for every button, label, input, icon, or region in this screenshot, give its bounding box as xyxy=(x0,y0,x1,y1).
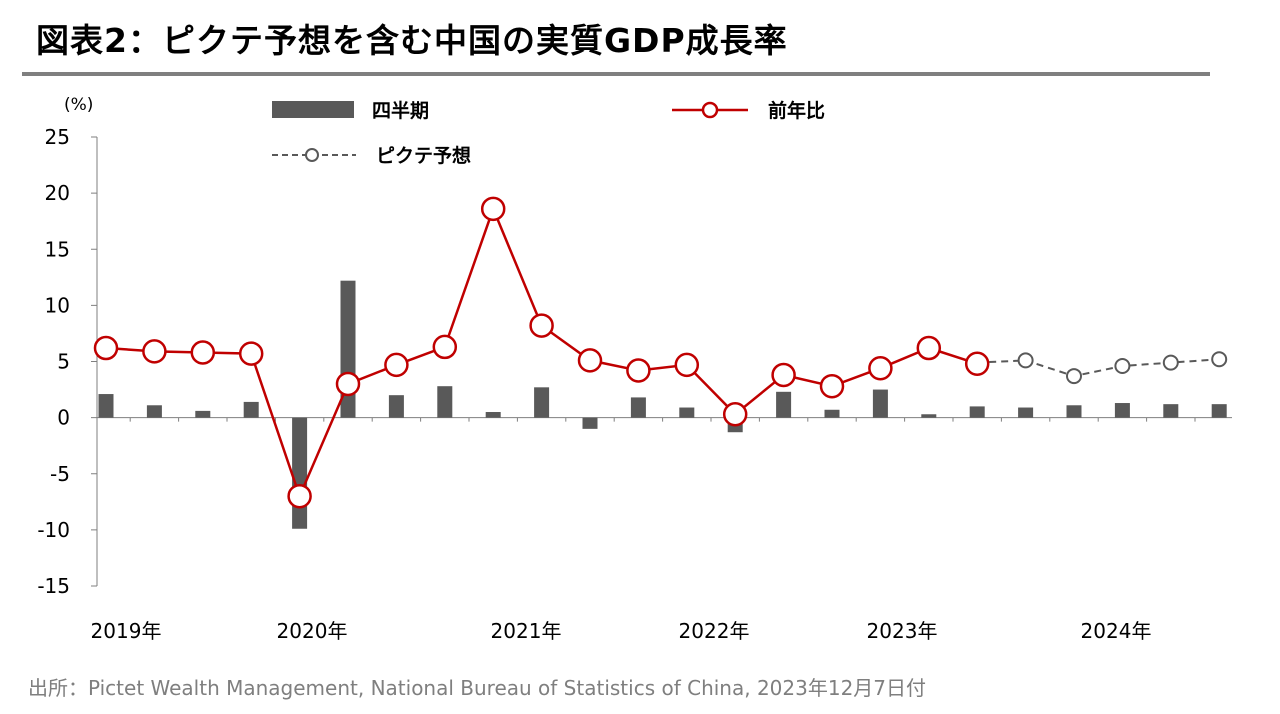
forecast-point xyxy=(1017,352,1034,369)
forecast-point xyxy=(1162,354,1179,371)
yoy-point xyxy=(432,334,458,360)
year-label: 2023年 xyxy=(867,619,938,643)
legend-bar-swatch xyxy=(272,101,354,118)
legend-forecast-marker xyxy=(305,148,319,162)
yoy-point xyxy=(722,402,748,427)
forecast-point xyxy=(1211,351,1228,368)
bar-quarterly xyxy=(292,417,308,529)
y-tick-label: -10 xyxy=(37,518,70,542)
bar-quarterly xyxy=(437,386,453,418)
bar-quarterly xyxy=(195,410,211,418)
yoy-point xyxy=(771,362,796,388)
bar-quarterly xyxy=(534,387,550,418)
bar-quarterly xyxy=(1018,407,1034,418)
y-tick-label: 10 xyxy=(45,293,70,317)
yoy-point xyxy=(674,352,700,378)
forecast-line xyxy=(977,358,1220,378)
yoy-point xyxy=(287,483,312,509)
y-unit-label: (%) xyxy=(64,95,93,115)
yoy-point xyxy=(964,351,990,376)
forecast-point xyxy=(1066,368,1082,385)
year-label: 2022年 xyxy=(679,619,750,643)
yoy-point xyxy=(819,373,845,399)
y-tick-label: 20 xyxy=(45,181,70,205)
yoy-point xyxy=(142,339,167,364)
legend-bar-label: 四半期 xyxy=(372,99,429,122)
bar-quarterly xyxy=(776,391,792,418)
bar-quarterly xyxy=(921,414,937,418)
year-label: 2024年 xyxy=(1081,619,1152,643)
bar-quarterly xyxy=(582,417,598,429)
bar-quarterly xyxy=(872,389,888,418)
forecast-point xyxy=(1114,357,1131,374)
yoy-point xyxy=(916,335,942,361)
yoy-point xyxy=(93,335,119,361)
year-label: 2019年 xyxy=(91,619,162,643)
yoy-point xyxy=(190,340,216,365)
yoy-line xyxy=(105,205,978,500)
year-label: 2020年 xyxy=(277,619,348,643)
yoy-point xyxy=(238,341,264,366)
yoy-point xyxy=(335,371,361,397)
legend-forecast-label: ピクテ予想 xyxy=(376,144,471,167)
bar-quarterly xyxy=(679,407,695,418)
year-label: 2021年 xyxy=(491,619,562,643)
bar-quarterly xyxy=(146,405,162,418)
bar-quarterly xyxy=(1211,404,1227,418)
bar-quarterly xyxy=(969,406,985,418)
yoy-point xyxy=(480,196,506,222)
y-tick-label: -5 xyxy=(50,462,70,486)
yoy-point xyxy=(529,313,554,338)
legend-yoy-marker xyxy=(701,101,719,119)
bar-quarterly xyxy=(630,397,646,418)
y-tick-label: -15 xyxy=(37,574,70,598)
title-divider xyxy=(22,72,1210,76)
yoy-point xyxy=(577,348,603,373)
bar-quarterly xyxy=(98,394,114,418)
source-note: 出所：Pictet Wealth Management, National Bu… xyxy=(28,676,927,700)
bar-quarterly xyxy=(243,401,259,418)
y-tick-label: 25 xyxy=(45,125,70,149)
line-series xyxy=(93,196,1228,509)
y-tick-label: 15 xyxy=(45,237,70,261)
chart-axes: 25 20 15 10 5 0 -5 -10 -15 (%) 2019年 2020年 2021年 2022… xyxy=(37,95,1232,643)
bar-quarterly xyxy=(824,409,840,418)
yoy-point xyxy=(868,355,893,381)
bar-quarterly xyxy=(1114,403,1130,418)
y-tick-label: 5 xyxy=(57,350,70,374)
bar-quarterly xyxy=(388,395,404,418)
chart-title: 図表2：ピクテ予想を含む中国の実質GDP成長率 xyxy=(36,21,788,60)
bar-quarterly xyxy=(1163,404,1179,418)
y-tick-label: 0 xyxy=(57,406,70,430)
bar-quarterly xyxy=(1066,405,1082,418)
yoy-point xyxy=(384,352,409,378)
yoy-point xyxy=(626,358,651,383)
bar-quarterly xyxy=(485,412,501,418)
legend-yoy-label: 前年比 xyxy=(768,99,825,122)
